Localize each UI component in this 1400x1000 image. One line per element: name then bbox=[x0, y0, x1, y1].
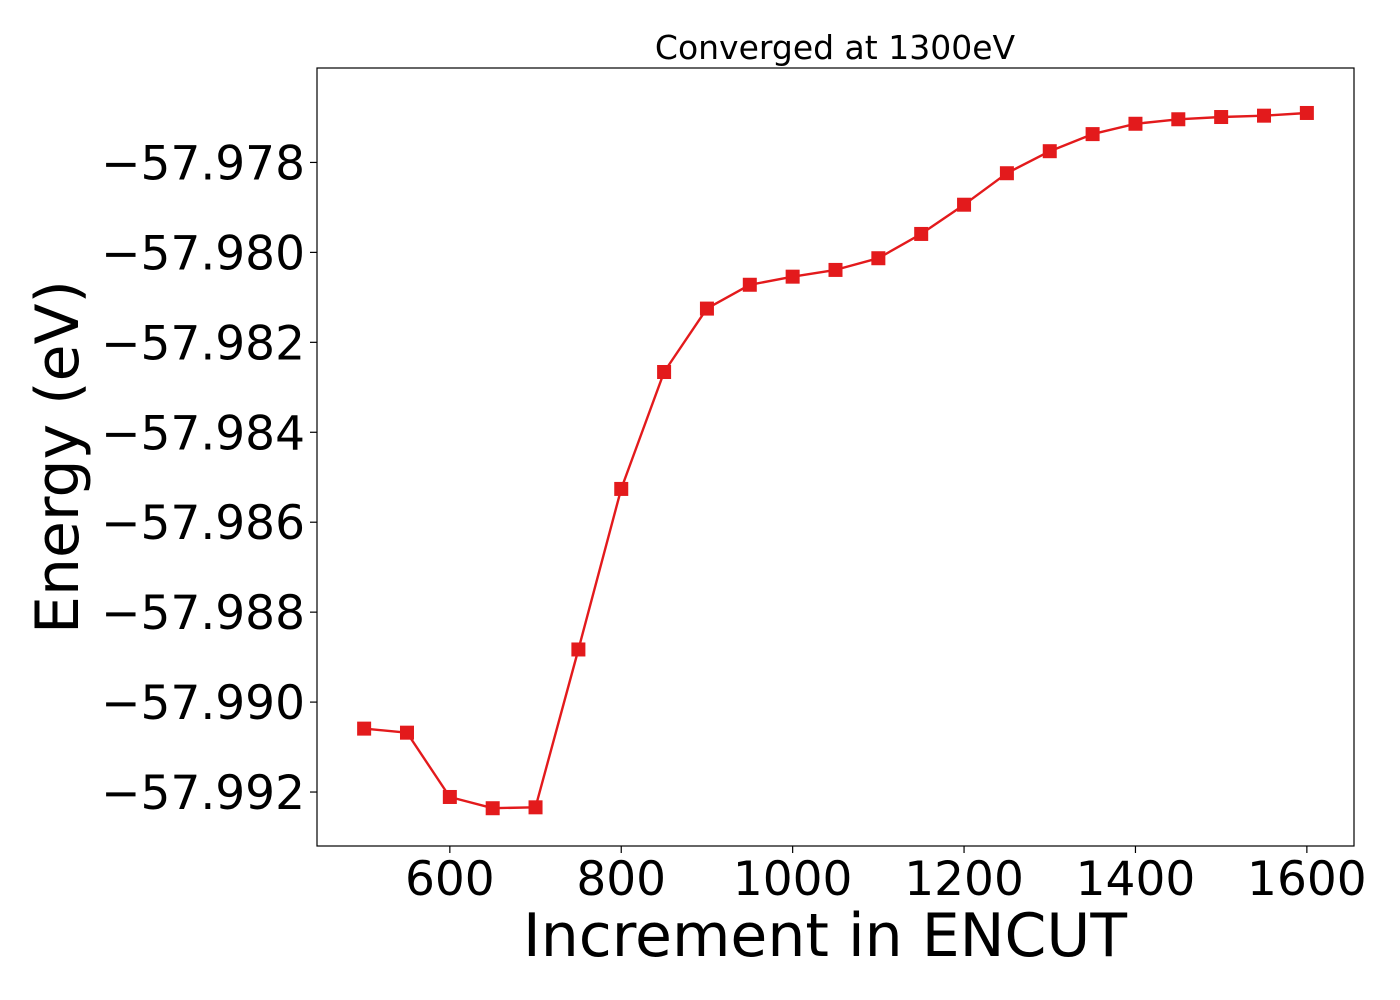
data-point-marker bbox=[699, 301, 714, 316]
data-point-marker bbox=[914, 226, 929, 241]
data-point-marker bbox=[785, 269, 800, 284]
y-tick-label: −57.982 bbox=[101, 316, 305, 371]
y-axis-ticks: −57.978 −57.980 −57.982 −57.984 −57.986 −57.9… bbox=[101, 136, 317, 821]
plot-area-frame bbox=[316, 67, 1355, 847]
data-point-marker bbox=[828, 262, 843, 277]
data-point-marker bbox=[999, 166, 1014, 181]
data-point-marker bbox=[1128, 116, 1143, 131]
data-point-marker bbox=[399, 725, 414, 740]
y-tick-label: −57.978 bbox=[101, 136, 305, 191]
x-tick-label: 1200 bbox=[904, 852, 1024, 907]
data-point-marker bbox=[1257, 108, 1272, 123]
y-tick-label: −57.986 bbox=[101, 496, 305, 551]
data-point-marker bbox=[442, 789, 457, 804]
x-tick-label: 600 bbox=[405, 852, 495, 907]
x-tick-label: 800 bbox=[576, 852, 666, 907]
data-point-marker bbox=[528, 800, 543, 815]
data-point-marker bbox=[1171, 112, 1186, 127]
y-tick-label: −57.984 bbox=[101, 406, 305, 461]
data-point-marker bbox=[657, 365, 672, 380]
data-point-marker bbox=[1214, 110, 1229, 125]
data-point-marker bbox=[1085, 127, 1100, 142]
y-tick-label: −57.980 bbox=[101, 226, 305, 281]
y-tick-label: −57.988 bbox=[101, 586, 305, 641]
data-point-marker bbox=[957, 197, 972, 212]
data-point-marker bbox=[357, 721, 372, 736]
data-point-marker bbox=[485, 801, 500, 816]
chart-title: Converged at 1300eV bbox=[655, 28, 1016, 67]
x-axis-ticks: 600 800 1000 1200 1400 1600 bbox=[405, 846, 1367, 907]
data-point-marker bbox=[571, 642, 586, 657]
x-tick-label: 1400 bbox=[1076, 852, 1196, 907]
plot-series-layer bbox=[357, 105, 1314, 816]
series-line bbox=[363, 111, 1307, 810]
data-point-marker bbox=[742, 277, 757, 292]
data-point-marker bbox=[614, 481, 629, 496]
y-axis-label: Energy (eV) bbox=[23, 280, 93, 634]
x-tick-label: 1600 bbox=[1247, 852, 1367, 907]
data-point-marker bbox=[871, 251, 886, 266]
y-tick-label: −57.992 bbox=[101, 766, 305, 821]
y-tick-label: −57.990 bbox=[101, 676, 305, 731]
x-tick-label: 1000 bbox=[733, 852, 853, 907]
x-axis-label: Increment in ENCUT bbox=[523, 901, 1127, 971]
data-point-marker bbox=[1042, 144, 1057, 159]
data-point-marker bbox=[1299, 105, 1314, 120]
